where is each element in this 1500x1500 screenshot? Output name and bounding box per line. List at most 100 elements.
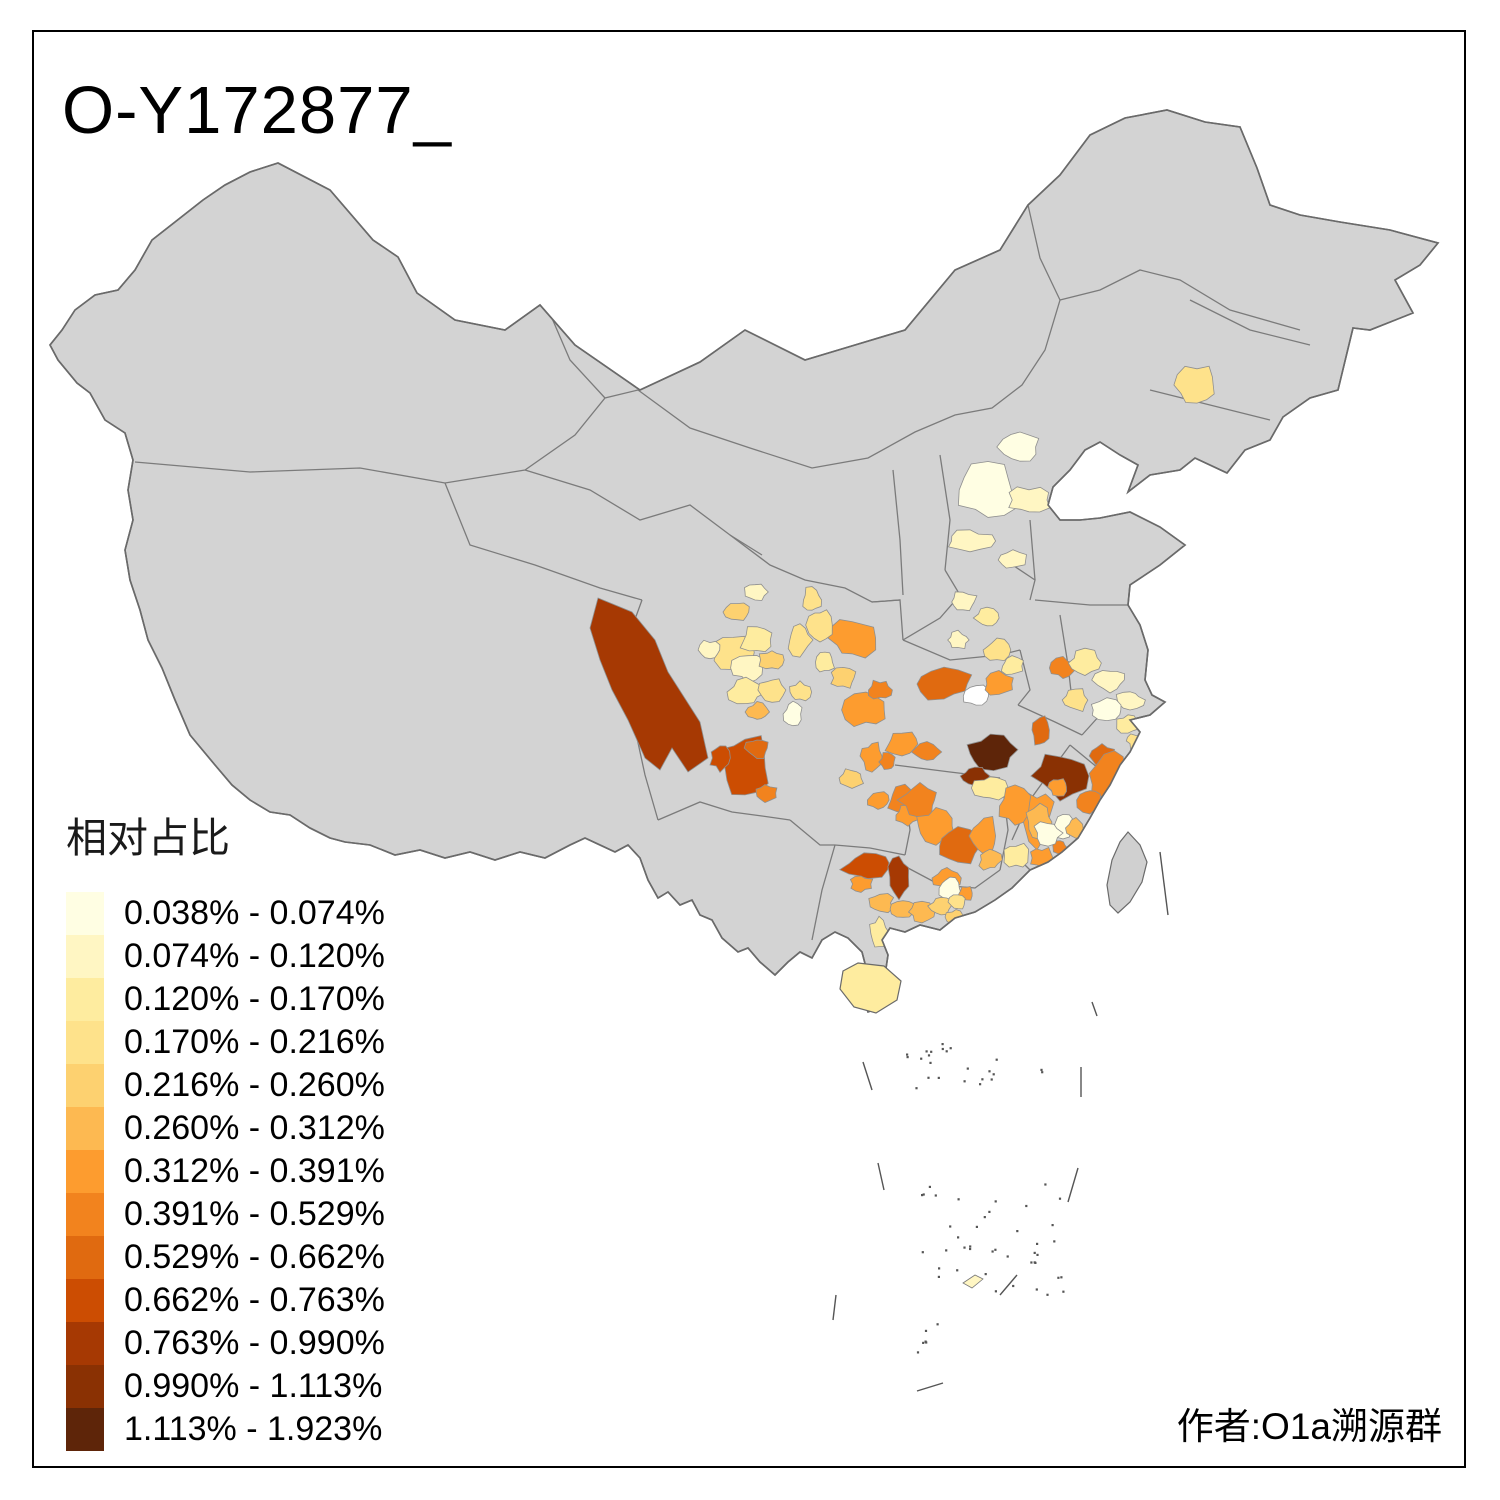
prefecture-region (827, 619, 877, 659)
legend-class-row: 0.763% - 0.990% (66, 1322, 385, 1365)
prefecture-region (782, 700, 803, 727)
legend-class-label: 0.120% - 0.170% (124, 980, 385, 1018)
legend-title: 相对占比 (66, 815, 230, 861)
prefecture-region (849, 875, 874, 893)
prefecture-region (1091, 670, 1126, 694)
legend-class-label: 0.216% - 0.260% (124, 1066, 385, 1104)
prefecture-region (1067, 647, 1102, 676)
prefecture-region (889, 900, 916, 918)
legend-swatch (66, 1365, 104, 1408)
legend-class-row: 0.170% - 0.216% (66, 1021, 385, 1064)
legend-class-row: 1.113% - 1.923% (66, 1408, 385, 1451)
prefecture-region (887, 855, 910, 901)
legend-swatch (66, 1408, 104, 1451)
legend-class-row: 0.662% - 0.763% (66, 1279, 385, 1322)
prefecture-region (866, 791, 890, 810)
prefecture-region (1033, 821, 1064, 847)
legend-class-row: 0.990% - 1.113% (66, 1365, 385, 1408)
prefecture-region (916, 666, 973, 701)
prefecture-region (951, 591, 978, 612)
prefecture-region (978, 848, 1003, 871)
prefecture-region (962, 684, 989, 706)
prefecture-region (947, 629, 970, 650)
prefecture-region (787, 623, 814, 658)
taiwan-island (1106, 831, 1148, 914)
prefecture-region (998, 784, 1032, 826)
prefecture-region (984, 670, 1014, 696)
prefecture-region (966, 733, 1019, 772)
prefecture-region (838, 852, 890, 880)
prefecture-region (757, 678, 787, 703)
prefecture-region (972, 606, 1000, 627)
legend-class-label: 0.260% - 0.312% (124, 1109, 385, 1147)
legend-class-row: 0.529% - 0.662% (66, 1236, 385, 1279)
legend-class-row: 0.260% - 0.312% (66, 1107, 385, 1150)
legend-swatch (66, 892, 104, 935)
figure-frame (32, 30, 1466, 1468)
legend-swatch (66, 1193, 104, 1236)
legend-classes: 0.038% - 0.074% 0.074% - 0.120% 0.120% - 0… (66, 892, 385, 1451)
legend: 相对占比 0.038% - 0.074% 0.074% - 0.120% 0.120… (66, 804, 385, 1451)
legend-class-label: 0.074% - 0.120% (124, 937, 385, 975)
colored-prefectures (589, 365, 1215, 948)
prefecture-region (947, 529, 997, 553)
page-title: O-Y172877_ (62, 73, 452, 148)
legend-class-label: 0.170% - 0.216% (124, 1023, 385, 1061)
prefecture-region (1115, 691, 1146, 711)
prefecture-region (910, 741, 943, 761)
prefecture-region (789, 680, 813, 702)
prefecture-region (867, 679, 893, 700)
legend-class-row: 0.038% - 0.074% (66, 892, 385, 935)
legend-class-row: 0.312% - 0.391% (66, 1150, 385, 1193)
legend-swatch (66, 1107, 104, 1150)
legend-class-row: 0.391% - 0.529% (66, 1193, 385, 1236)
legend-class-row: 0.120% - 0.170% (66, 978, 385, 1021)
prefecture-region (1003, 842, 1030, 868)
legend-class-label: 0.529% - 0.662% (124, 1238, 385, 1276)
coastline (49, 109, 1440, 1014)
prefecture-region (1031, 715, 1050, 746)
prefecture-region (957, 461, 1020, 518)
prefecture-region (970, 776, 1009, 801)
prefecture-region (859, 741, 883, 773)
legend-class-label: 0.662% - 0.763% (124, 1281, 385, 1319)
prefecture-region (1000, 655, 1024, 675)
prefecture-region (805, 609, 833, 643)
legend-swatch (66, 1064, 104, 1107)
prefecture-region (878, 752, 896, 770)
prefecture-region (997, 549, 1027, 569)
prefecture-region (884, 731, 919, 757)
prefecture-region (743, 739, 769, 759)
prefecture-region (1090, 697, 1122, 722)
prefecture-region (744, 701, 771, 720)
legend-class-label: 0.312% - 0.391% (124, 1152, 385, 1190)
legend-class-label: 0.391% - 0.529% (124, 1195, 385, 1233)
prefecture-region (730, 655, 766, 684)
prefecture-region (838, 768, 865, 789)
island-dots (906, 1043, 1065, 1354)
legend-class-row: 0.074% - 0.120% (66, 935, 385, 978)
prefecture-region (722, 602, 750, 621)
attribution-text: 作者:O1a溯源群 (1176, 1406, 1442, 1447)
legend-swatch (66, 935, 104, 978)
legend-class-label: 0.990% - 1.113% (124, 1367, 383, 1405)
prefecture-region (726, 676, 768, 705)
prefecture-region (758, 650, 785, 670)
prefecture-region (739, 626, 773, 653)
legend-swatch (66, 1021, 104, 1064)
south-sea-island (962, 1274, 984, 1289)
legend-class-row: 0.216% - 0.260% (66, 1064, 385, 1107)
prefecture-region (1173, 365, 1215, 404)
prefecture-region (1030, 753, 1090, 802)
sea-boundary-dashes (832, 851, 1169, 1392)
legend-swatch (66, 1322, 104, 1365)
prefecture-region (697, 639, 721, 660)
prefecture-region (1008, 486, 1051, 513)
prefecture-region (1061, 688, 1089, 713)
prefecture-region (868, 893, 895, 914)
prefecture-region (1047, 778, 1067, 797)
province-borders (134, 204, 1311, 941)
prefecture-region (815, 651, 835, 673)
